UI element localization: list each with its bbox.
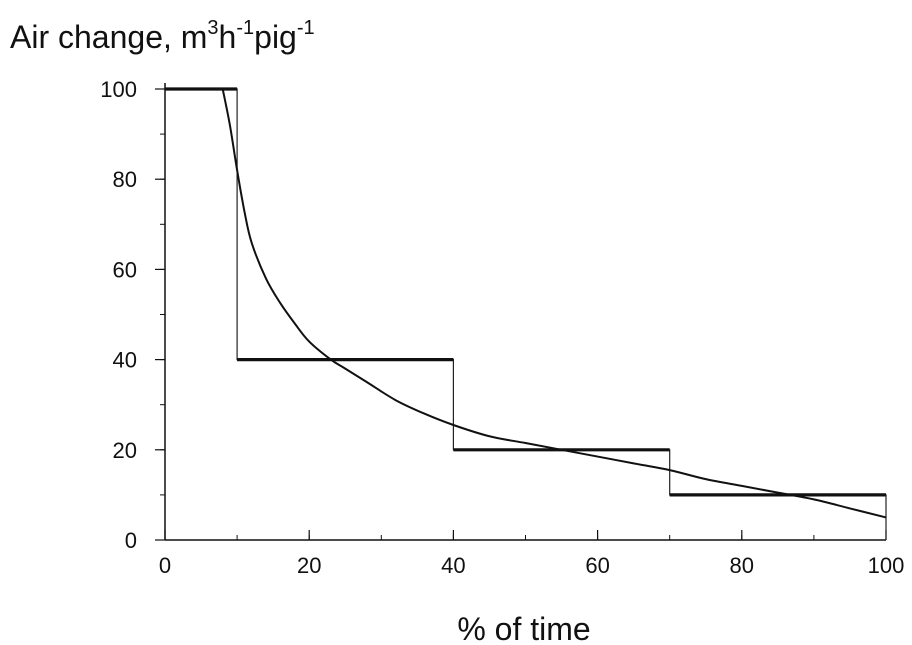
y-tick-label: 60 bbox=[113, 257, 137, 282]
y-tick-label: 20 bbox=[113, 438, 137, 463]
x-tick-label: 80 bbox=[730, 553, 754, 578]
x-tick-label: 60 bbox=[585, 553, 609, 578]
x-tick-label: 40 bbox=[441, 553, 465, 578]
y-tick-label: 40 bbox=[113, 348, 137, 373]
y-axis-label: Air change, m3h-1pig-1 bbox=[10, 17, 315, 55]
y-axis-label-part: h bbox=[219, 19, 237, 55]
x-tick-label: 0 bbox=[159, 553, 171, 578]
x-tick-label: 100 bbox=[868, 553, 905, 578]
y-axis-label-superscript: -1 bbox=[297, 17, 315, 39]
y-axis-label-superscript: 3 bbox=[207, 17, 218, 39]
decay-curve bbox=[221, 88, 887, 519]
x-tick-label: 20 bbox=[297, 553, 321, 578]
y-axis-label-superscript: -1 bbox=[236, 17, 254, 39]
y-tick-label: 100 bbox=[100, 77, 137, 102]
y-tick-label: 0 bbox=[125, 528, 137, 553]
x-axis-label: % of time bbox=[457, 611, 590, 645]
step-line bbox=[165, 88, 887, 540]
y-tick-label: 80 bbox=[113, 167, 137, 192]
y-axis-label-part: Air change, m bbox=[10, 19, 207, 55]
y-axis-label-part: pig bbox=[254, 19, 297, 55]
plot-area: 0 20 40 60 80 100 0 20 40 60 80 100 bbox=[100, 77, 904, 578]
